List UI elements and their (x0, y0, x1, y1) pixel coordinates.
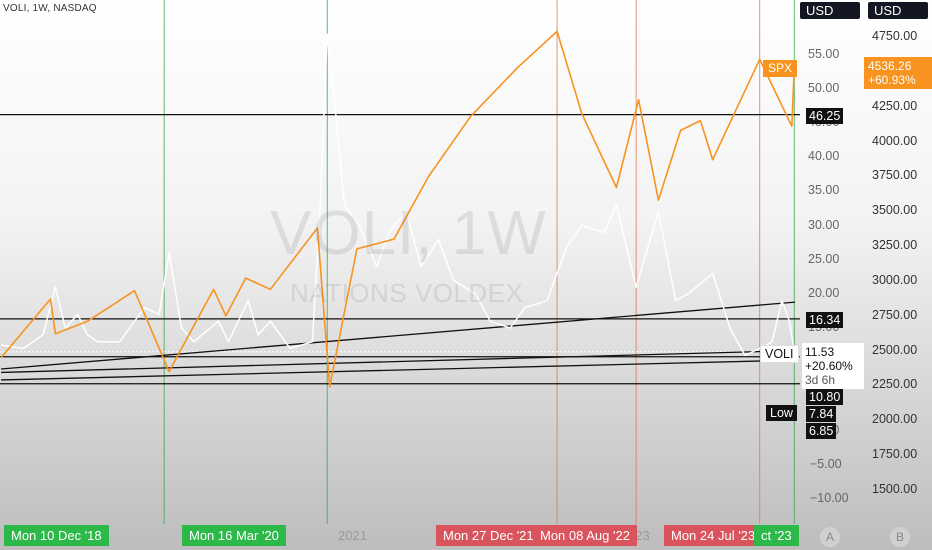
right-axis-tick: 4250.00 (872, 98, 918, 113)
left-axis-tick: 20.00 (808, 285, 840, 300)
right-axis-tick: 4750.00 (872, 29, 918, 43)
left-axis-tick: −10.00 (810, 490, 849, 505)
left-axis-tick: 30.00 (808, 217, 840, 232)
right-axis-tick: 3500.00 (872, 203, 918, 218)
right-axis-tick: 2250.00 (872, 377, 918, 392)
log-scale-button[interactable]: B (890, 527, 910, 547)
watermark-subtitle: NATIONS VOLDEX (290, 278, 524, 308)
auto-scale-button[interactable]: A (820, 527, 840, 547)
voli-price-box: 11.53 +20.60% 3d 6h (802, 343, 864, 389)
low-value-tag: 7.84 (806, 406, 837, 422)
date-tag-dec-2018: Mon 10 Dec '18 (4, 525, 109, 546)
date-tag-mar-2020: Mon 16 Mar '20 (182, 525, 286, 546)
right-axis-tick: 4000.00 (872, 133, 918, 148)
currency-right[interactable]: USD (868, 2, 928, 19)
series-line-spx (0, 30, 796, 388)
voli-countdown: 3d 6h (805, 373, 836, 387)
spx-change: +60.93% (868, 73, 916, 87)
level-10-tag: 10.80 (806, 389, 844, 405)
trend-line-1 (1, 349, 796, 374)
left-axis-tick: 55.00 (808, 46, 840, 61)
date-tag-aug-2022: Mon 08 Aug '22 (533, 525, 637, 546)
watermark-title: VOLI, 1W (270, 199, 547, 268)
right-axis-tick: 3750.00 (872, 168, 918, 183)
voli-change: +20.60% (805, 359, 853, 373)
trend-line-0 (1, 301, 796, 370)
date-tag-oct-2023: ct '23 (754, 525, 799, 546)
voli-price: 11.53 (805, 345, 835, 359)
right-axis-tick: 2500.00 (872, 342, 918, 357)
spx-price-box: 4536.26 +60.93% (864, 57, 932, 89)
right-axis-tick: 3250.00 (872, 238, 918, 253)
level-46-tag: 46.25 (806, 108, 844, 124)
series-line-voli (0, 33, 796, 357)
trend-line-2 (1, 359, 796, 381)
spx-label: SPX (763, 60, 798, 77)
left-axis-tick: 50.00 (808, 81, 840, 95)
right-axis-tick: 3000.00 (872, 272, 918, 287)
level-16-tag: 16.34 (806, 312, 844, 328)
low-label: Low (766, 405, 797, 421)
right-axis-tick: 1500.00 (872, 482, 918, 496)
right-axis-tick: 1750.00 (872, 447, 918, 462)
currency-left[interactable]: USD (800, 2, 860, 19)
symbol-label: VOLI, 1W, NASDAQ (3, 3, 97, 14)
right-axis-tick: 2000.00 (872, 412, 918, 427)
spx-price: 4536.26 (868, 59, 912, 73)
left-axis-tick: 40.00 (808, 149, 840, 164)
left-axis-tick: 35.00 (808, 183, 840, 198)
horizontal-levels (0, 113, 800, 385)
vertical-markers (163, 0, 795, 524)
right-axis-tick: 2750.00 (872, 307, 918, 322)
date-tag-jul-2023: Mon 24 Jul '23 (664, 525, 768, 546)
series-layer (0, 30, 796, 388)
trend-lines (1, 301, 796, 381)
year-label-2021: 2021 (338, 528, 367, 543)
voli-label: VOLI (760, 345, 799, 363)
date-tag-dec-2021: Mon 27 Dec '21 (436, 525, 541, 546)
left-axis-tick: 25.00 (808, 251, 840, 266)
level-6-tag: 6.85 (806, 423, 837, 439)
left-axis-tick: −5.00 (810, 456, 842, 471)
